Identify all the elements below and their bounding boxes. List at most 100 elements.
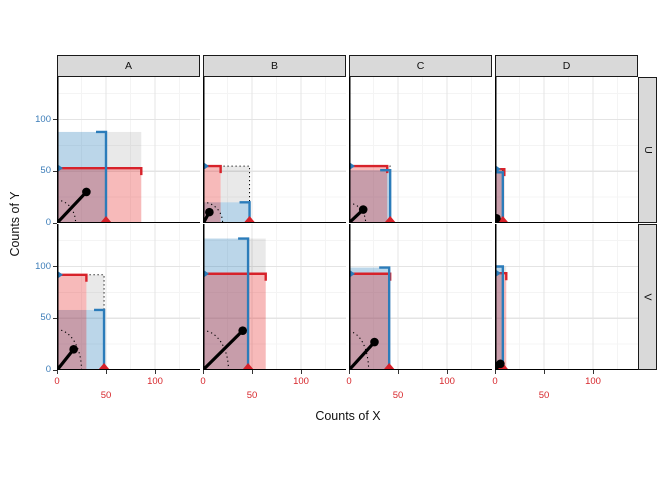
x-tick-mark (592, 370, 594, 374)
facet-strip-label: C (416, 60, 425, 72)
x-tick-mark (154, 370, 156, 374)
blue-range-line (239, 201, 251, 222)
blue-range-area (349, 170, 391, 223)
blue-triangle-marker (349, 269, 355, 278)
facet-strip-col-d: D (495, 55, 638, 77)
x-tick-label: 0 (492, 376, 498, 387)
panel-D-V (495, 224, 638, 370)
y-tick-mark (53, 119, 57, 120)
x-tick-mark (300, 370, 302, 374)
x-tick-label: 50 (538, 390, 550, 401)
blue-range-line (495, 265, 505, 369)
red-triangle-marker (242, 363, 254, 370)
blue-range-line (238, 237, 250, 369)
x-tick-mark (56, 370, 58, 374)
data-point (495, 214, 501, 223)
red-triangle-marker (497, 216, 509, 223)
data-point (238, 326, 247, 335)
x-axis-title: Counts of X (315, 409, 381, 423)
blue-range-area (495, 172, 503, 223)
data-point (358, 205, 368, 214)
y-tick-label: 0 (45, 364, 51, 375)
dotted-arc (57, 329, 83, 370)
x-tick-label: 100 (147, 376, 163, 387)
blue-triangle-marker (349, 161, 355, 171)
x-tick-label: 0 (54, 376, 60, 387)
panel-A-V (57, 224, 200, 370)
x-tick-label: 50 (246, 390, 258, 401)
blue-triangle-marker (57, 163, 63, 173)
y-tick-mark (53, 266, 57, 267)
bounding-remainder-area (106, 131, 142, 169)
x-tick-label: 0 (346, 376, 352, 387)
y-tick-label: 50 (40, 312, 51, 324)
blue-range-area (349, 267, 390, 370)
red-range-area (57, 274, 87, 370)
panel-C-U (349, 77, 492, 223)
panel-A-U (57, 77, 200, 223)
data-point (205, 207, 214, 217)
facet-strip-label: V (641, 293, 654, 301)
y-tick-label: 0 (45, 217, 51, 228)
dotted-arc (203, 330, 230, 370)
data-point (69, 345, 78, 354)
red-range-area (495, 169, 505, 223)
red-range-area (57, 168, 142, 223)
red-triangle-marker (244, 216, 256, 223)
panel-B-V (203, 224, 346, 370)
x-tick-mark (494, 370, 496, 374)
y-tick-mark (53, 222, 57, 224)
x-tick-mark (397, 370, 399, 374)
blue-triangle-marker (495, 164, 501, 174)
blue-range-area (495, 266, 503, 370)
facet-strip-col-b: B (203, 55, 346, 77)
blue-range-area (203, 202, 250, 223)
x-tick-label: 0 (200, 376, 206, 387)
x-tick-mark (348, 370, 350, 374)
blue-range-line (380, 169, 392, 222)
y-tick-label: 100 (35, 113, 51, 125)
x-tick-label: 100 (439, 376, 455, 387)
panel-C-V (349, 224, 492, 370)
origin-segment (349, 340, 376, 370)
x-tick-label: 50 (100, 390, 112, 401)
panel-D-U (495, 77, 638, 223)
facet-strip-label: A (124, 60, 132, 72)
facet-strip-label: B (270, 60, 278, 72)
blue-range-line (94, 308, 106, 369)
facet-strip-col-a: A (57, 55, 200, 77)
blue-triangle-marker (495, 269, 501, 278)
red-range-area (349, 166, 388, 223)
blue-triangle-marker (203, 161, 209, 171)
y-tick-label: 50 (40, 165, 51, 177)
x-tick-label: 100 (293, 376, 309, 387)
y-tick-mark (53, 369, 57, 371)
facet-strip-label: D (562, 60, 571, 72)
bounding-remainder-area (86, 274, 105, 310)
red-range-line (203, 272, 267, 281)
red-range-line (57, 166, 143, 176)
data-point (82, 187, 91, 197)
facet-strip-row-u: U (638, 77, 657, 223)
red-triangle-marker (384, 216, 396, 223)
facet-strip-label: U (641, 146, 654, 154)
x-tick-mark (105, 370, 107, 374)
red-range-area (203, 273, 266, 370)
blue-triangle-marker (57, 270, 63, 279)
facet-strip-row-v: V (638, 224, 657, 370)
blue-range-line (379, 266, 391, 369)
x-tick-mark (202, 370, 204, 374)
bounding-remainder-area (387, 166, 391, 171)
y-tick-mark (53, 170, 57, 172)
data-point (370, 337, 379, 347)
origin-segment (203, 329, 244, 370)
x-tick-mark (446, 370, 448, 374)
blue-range-line (495, 171, 505, 222)
facet-strip-col-c: C (349, 55, 492, 77)
bounding-remainder-area (220, 166, 250, 203)
red-range-area (495, 273, 507, 370)
red-triangle-marker (383, 363, 395, 370)
red-range-area (349, 273, 391, 370)
x-tick-label: 100 (585, 376, 601, 387)
